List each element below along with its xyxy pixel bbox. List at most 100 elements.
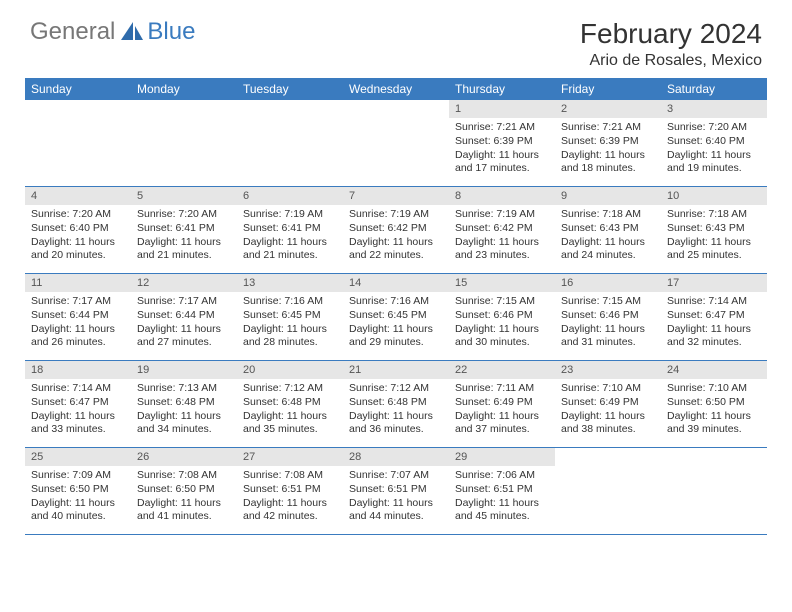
sunset-text: Sunset: 6:49 PM xyxy=(561,396,655,410)
day-body: Sunrise: 7:06 AMSunset: 6:51 PMDaylight:… xyxy=(449,466,555,527)
day-number: 2 xyxy=(555,100,661,118)
daylight-text-line2: and 23 minutes. xyxy=(455,249,549,263)
sunset-text: Sunset: 6:51 PM xyxy=(349,483,443,497)
logo-sail-icon xyxy=(119,20,145,45)
day-number: 6 xyxy=(237,187,343,205)
calendar: Sunday Monday Tuesday Wednesday Thursday… xyxy=(25,78,767,535)
daylight-text-line1: Daylight: 11 hours xyxy=(349,236,443,250)
sunset-text: Sunset: 6:40 PM xyxy=(667,135,761,149)
daylight-text-line1: Daylight: 11 hours xyxy=(667,410,761,424)
day-body: Sunrise: 7:12 AMSunset: 6:48 PMDaylight:… xyxy=(237,379,343,440)
sunset-text: Sunset: 6:45 PM xyxy=(349,309,443,323)
sunrise-text: Sunrise: 7:08 AM xyxy=(243,469,337,483)
day-number: 27 xyxy=(237,448,343,466)
daylight-text-line2: and 39 minutes. xyxy=(667,423,761,437)
day-number: 13 xyxy=(237,274,343,292)
day-cell: 26Sunrise: 7:08 AMSunset: 6:50 PMDayligh… xyxy=(131,448,237,534)
sunset-text: Sunset: 6:40 PM xyxy=(31,222,125,236)
sunrise-text: Sunrise: 7:17 AM xyxy=(137,295,231,309)
daylight-text-line1: Daylight: 11 hours xyxy=(561,149,655,163)
sunrise-text: Sunrise: 7:08 AM xyxy=(137,469,231,483)
sunrise-text: Sunrise: 7:20 AM xyxy=(137,208,231,222)
day-number: 3 xyxy=(661,100,767,118)
sunset-text: Sunset: 6:48 PM xyxy=(349,396,443,410)
weekday-header: Wednesday xyxy=(343,78,449,100)
week-row: 11Sunrise: 7:17 AMSunset: 6:44 PMDayligh… xyxy=(25,274,767,361)
sunrise-text: Sunrise: 7:19 AM xyxy=(243,208,337,222)
sunset-text: Sunset: 6:50 PM xyxy=(31,483,125,497)
daylight-text-line2: and 42 minutes. xyxy=(243,510,337,524)
day-cell: 1Sunrise: 7:21 AMSunset: 6:39 PMDaylight… xyxy=(449,100,555,186)
day-number: 7 xyxy=(343,187,449,205)
daylight-text-line1: Daylight: 11 hours xyxy=(455,410,549,424)
day-cell: 19Sunrise: 7:13 AMSunset: 6:48 PMDayligh… xyxy=(131,361,237,447)
daylight-text-line1: Daylight: 11 hours xyxy=(455,497,549,511)
day-cell: 4Sunrise: 7:20 AMSunset: 6:40 PMDaylight… xyxy=(25,187,131,273)
daylight-text-line2: and 29 minutes. xyxy=(349,336,443,350)
sunset-text: Sunset: 6:41 PM xyxy=(243,222,337,236)
day-cell: 7Sunrise: 7:19 AMSunset: 6:42 PMDaylight… xyxy=(343,187,449,273)
day-body: Sunrise: 7:10 AMSunset: 6:49 PMDaylight:… xyxy=(555,379,661,440)
day-cell: 14Sunrise: 7:16 AMSunset: 6:45 PMDayligh… xyxy=(343,274,449,360)
sunset-text: Sunset: 6:43 PM xyxy=(561,222,655,236)
day-cell: 16Sunrise: 7:15 AMSunset: 6:46 PMDayligh… xyxy=(555,274,661,360)
sunset-text: Sunset: 6:44 PM xyxy=(137,309,231,323)
daylight-text-line2: and 22 minutes. xyxy=(349,249,443,263)
sunset-text: Sunset: 6:43 PM xyxy=(667,222,761,236)
daylight-text-line2: and 45 minutes. xyxy=(455,510,549,524)
day-body: Sunrise: 7:17 AMSunset: 6:44 PMDaylight:… xyxy=(131,292,237,353)
day-cell xyxy=(343,100,449,186)
day-cell: 25Sunrise: 7:09 AMSunset: 6:50 PMDayligh… xyxy=(25,448,131,534)
day-body: Sunrise: 7:09 AMSunset: 6:50 PMDaylight:… xyxy=(25,466,131,527)
sunset-text: Sunset: 6:42 PM xyxy=(349,222,443,236)
day-number: 28 xyxy=(343,448,449,466)
day-cell: 12Sunrise: 7:17 AMSunset: 6:44 PMDayligh… xyxy=(131,274,237,360)
day-body: Sunrise: 7:19 AMSunset: 6:42 PMDaylight:… xyxy=(343,205,449,266)
daylight-text-line1: Daylight: 11 hours xyxy=(137,236,231,250)
day-body: Sunrise: 7:10 AMSunset: 6:50 PMDaylight:… xyxy=(661,379,767,440)
daylight-text-line2: and 21 minutes. xyxy=(243,249,337,263)
daylight-text-line1: Daylight: 11 hours xyxy=(455,149,549,163)
daylight-text-line1: Daylight: 11 hours xyxy=(137,323,231,337)
sunset-text: Sunset: 6:48 PM xyxy=(137,396,231,410)
daylight-text-line2: and 32 minutes. xyxy=(667,336,761,350)
day-body: Sunrise: 7:07 AMSunset: 6:51 PMDaylight:… xyxy=(343,466,449,527)
sunrise-text: Sunrise: 7:09 AM xyxy=(31,469,125,483)
day-cell: 22Sunrise: 7:11 AMSunset: 6:49 PMDayligh… xyxy=(449,361,555,447)
sunset-text: Sunset: 6:44 PM xyxy=(31,309,125,323)
daylight-text-line2: and 20 minutes. xyxy=(31,249,125,263)
daylight-text-line1: Daylight: 11 hours xyxy=(349,323,443,337)
day-cell: 24Sunrise: 7:10 AMSunset: 6:50 PMDayligh… xyxy=(661,361,767,447)
day-cell: 13Sunrise: 7:16 AMSunset: 6:45 PMDayligh… xyxy=(237,274,343,360)
day-body: Sunrise: 7:17 AMSunset: 6:44 PMDaylight:… xyxy=(25,292,131,353)
day-body: Sunrise: 7:19 AMSunset: 6:41 PMDaylight:… xyxy=(237,205,343,266)
daylight-text-line2: and 30 minutes. xyxy=(455,336,549,350)
daylight-text-line2: and 38 minutes. xyxy=(561,423,655,437)
weekday-header: Sunday xyxy=(25,78,131,100)
sunset-text: Sunset: 6:50 PM xyxy=(137,483,231,497)
sunrise-text: Sunrise: 7:07 AM xyxy=(349,469,443,483)
daylight-text-line2: and 31 minutes. xyxy=(561,336,655,350)
day-number: 12 xyxy=(131,274,237,292)
sunrise-text: Sunrise: 7:16 AM xyxy=(349,295,443,309)
day-number: 9 xyxy=(555,187,661,205)
day-number: 4 xyxy=(25,187,131,205)
day-cell: 11Sunrise: 7:17 AMSunset: 6:44 PMDayligh… xyxy=(25,274,131,360)
sunset-text: Sunset: 6:51 PM xyxy=(455,483,549,497)
sunrise-text: Sunrise: 7:17 AM xyxy=(31,295,125,309)
weekday-header: Tuesday xyxy=(237,78,343,100)
daylight-text-line1: Daylight: 11 hours xyxy=(137,497,231,511)
day-cell: 3Sunrise: 7:20 AMSunset: 6:40 PMDaylight… xyxy=(661,100,767,186)
logo-text-blue: Blue xyxy=(147,18,195,46)
daylight-text-line1: Daylight: 11 hours xyxy=(243,497,337,511)
daylight-text-line2: and 41 minutes. xyxy=(137,510,231,524)
sunset-text: Sunset: 6:47 PM xyxy=(667,309,761,323)
daylight-text-line1: Daylight: 11 hours xyxy=(137,410,231,424)
header: General Blue February 2024 Ario de Rosal… xyxy=(0,0,792,78)
daylight-text-line1: Daylight: 11 hours xyxy=(561,236,655,250)
sunset-text: Sunset: 6:46 PM xyxy=(455,309,549,323)
sunrise-text: Sunrise: 7:12 AM xyxy=(243,382,337,396)
sunset-text: Sunset: 6:39 PM xyxy=(455,135,549,149)
day-number: 23 xyxy=(555,361,661,379)
daylight-text-line2: and 18 minutes. xyxy=(561,162,655,176)
